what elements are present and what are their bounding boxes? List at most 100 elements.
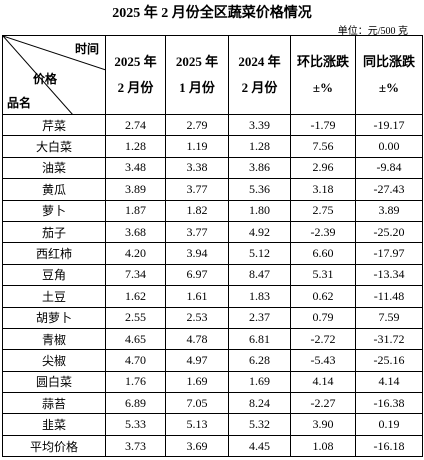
cell-value: 1.83 xyxy=(228,285,291,308)
column-header-line: 2024 年 xyxy=(238,54,281,69)
cell-value: -31.72 xyxy=(355,327,423,351)
cell-value: 1.76 xyxy=(105,370,166,394)
table-row: 萝卜 1.87 1.82 1.80 2.75 3.89 xyxy=(2,199,423,222)
cell-value: 8.47 xyxy=(228,263,291,287)
cell-value: 1.28 xyxy=(105,135,166,158)
item-name: 青椒 xyxy=(2,327,106,351)
corner-name: 品名 xyxy=(7,96,32,110)
cell-value: 7.56 xyxy=(290,135,356,158)
cell-value: 8.24 xyxy=(228,392,291,415)
cell-value: -5.43 xyxy=(290,349,356,372)
cell-value: 3.77 xyxy=(165,178,229,201)
table-row: 芹菜 2.74 2.79 3.39 -1.79 -19.17 xyxy=(2,113,423,137)
cell-value: 1.69 xyxy=(165,370,229,394)
cell-value: 7.34 xyxy=(105,263,166,287)
cell-value: 1.62 xyxy=(105,285,166,308)
cell-value: 2.75 xyxy=(290,199,356,222)
cell-value: 6.97 xyxy=(165,263,229,287)
table-row: 西红柿 4.20 3.94 5.12 6.60 -17.97 xyxy=(2,242,423,265)
item-name: 黄瓜 xyxy=(2,178,106,201)
column-header-line: 环比涨跌 xyxy=(296,54,349,69)
cell-value: 5.33 xyxy=(105,413,166,436)
cell-value: 1.82 xyxy=(165,199,229,222)
cell-value: 0.00 xyxy=(355,135,423,158)
cell-value: 5.31 xyxy=(290,263,356,287)
corner-time: 时间 xyxy=(74,42,99,56)
cell-value: 1.28 xyxy=(228,135,291,158)
column-header: 2024 年 2 月份 xyxy=(228,35,291,115)
cell-value: 3.48 xyxy=(105,156,166,180)
cell-value: 0.62 xyxy=(290,285,356,308)
cell-value: 3.18 xyxy=(290,178,356,201)
cell-value: 1.87 xyxy=(105,199,166,222)
item-name: 蒜苔 xyxy=(2,392,106,415)
item-name: 豆角 xyxy=(2,263,106,287)
column-header: 2025 年 2 月份 xyxy=(105,35,166,115)
cell-value: 6.28 xyxy=(228,349,291,372)
cell-value: 3.77 xyxy=(165,220,229,244)
cell-value: 0.79 xyxy=(290,306,356,329)
item-name: 胡萝卜 xyxy=(2,306,106,329)
cell-value: 3.68 xyxy=(105,220,166,244)
cell-value: -27.43 xyxy=(355,178,423,201)
cell-value: 3.94 xyxy=(165,242,229,265)
cell-value: 4.20 xyxy=(105,242,166,265)
column-header-line: ±% xyxy=(312,80,334,95)
cell-value: 7.05 xyxy=(165,392,229,415)
column-header-line: ±% xyxy=(378,80,400,95)
cell-value: 4.14 xyxy=(355,370,423,394)
cell-value: 5.32 xyxy=(228,413,291,436)
table-row: 青椒 4.65 4.78 6.81 -2.72 -31.72 xyxy=(2,327,423,351)
table-row: 胡萝卜 2.55 2.53 2.37 0.79 7.59 xyxy=(2,306,423,329)
column-header-line: 2 月份 xyxy=(241,80,278,95)
table-row: 尖椒 4.70 4.97 6.28 -5.43 -25.16 xyxy=(2,349,423,372)
cell-value: 2.96 xyxy=(290,156,356,180)
cell-value: 2.55 xyxy=(105,306,166,329)
table-row: 豆角 7.34 6.97 8.47 5.31 -13.34 xyxy=(2,263,423,287)
cell-value: 6.60 xyxy=(290,242,356,265)
cell-value: 3.38 xyxy=(165,156,229,180)
cell-value: 4.97 xyxy=(165,349,229,372)
item-name: 萝卜 xyxy=(2,199,106,222)
cell-value: 3.73 xyxy=(105,434,166,458)
table-row: 土豆 1.62 1.61 1.83 0.62 -11.48 xyxy=(2,285,423,308)
cell-value: 3.39 xyxy=(228,113,291,137)
cell-value: -2.72 xyxy=(290,327,356,351)
unit: 单位：元/500 克 xyxy=(337,26,408,37)
cell-value: -17.97 xyxy=(355,242,423,265)
table-row: 油菜 3.48 3.38 3.86 2.96 -9.84 xyxy=(2,156,423,180)
item-name: 平均价格 xyxy=(2,434,106,458)
cell-value: 3.69 xyxy=(165,434,229,458)
item-name: 尖椒 xyxy=(2,349,106,372)
cell-value: 5.13 xyxy=(165,413,229,436)
cell-value: -11.48 xyxy=(355,285,423,308)
cell-value: 1.80 xyxy=(228,199,291,222)
title: 2025 年 2 月份全区蔬菜价格情况 xyxy=(112,6,312,21)
cell-value: 4.78 xyxy=(165,327,229,351)
diagonals xyxy=(3,36,106,115)
cell-value: 4.65 xyxy=(105,327,166,351)
cell-value: 5.12 xyxy=(228,242,291,265)
column-header: 环比涨跌 ±% xyxy=(290,35,356,115)
cell-value: 6.81 xyxy=(228,327,291,351)
table-row: 茄子 3.68 3.77 4.92 -2.39 -25.20 xyxy=(2,220,423,244)
cell-value: -19.17 xyxy=(355,113,423,137)
column-header-line: 1 月份 xyxy=(179,80,215,95)
item-name: 土豆 xyxy=(2,285,106,308)
cell-value: 6.89 xyxy=(105,392,166,415)
cell-value: -9.84 xyxy=(355,156,423,180)
column-header-line: 2025 年 xyxy=(114,54,157,69)
item-name: 西红柿 xyxy=(2,242,106,265)
column-header-line: 同比涨跌 xyxy=(362,54,415,69)
item-name: 大白菜 xyxy=(2,135,106,158)
cell-value: 1.08 xyxy=(290,434,356,458)
table-row: 韭菜 5.33 5.13 5.32 3.90 0.19 xyxy=(2,413,423,436)
cell-value: -2.39 xyxy=(290,220,356,244)
item-name: 圆白菜 xyxy=(2,370,106,394)
cell-value: -13.34 xyxy=(355,263,423,287)
cell-value: -16.38 xyxy=(355,392,423,415)
cell-value: 5.36 xyxy=(228,178,291,201)
cell-value: 1.69 xyxy=(228,370,291,394)
